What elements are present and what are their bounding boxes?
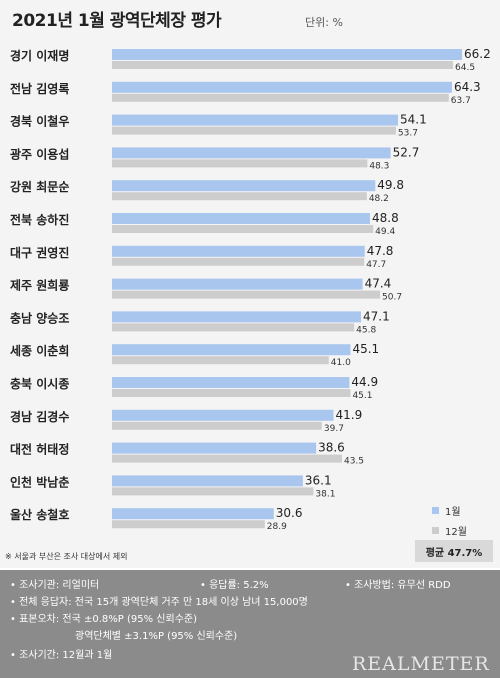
info-period: • 조사기간: 12월과 1월 [10, 650, 113, 661]
bar-dec [112, 454, 342, 463]
footnote: ※ 서울과 부산은 조사 대상에서 제외 [5, 552, 128, 561]
bar-dec [112, 192, 367, 201]
bar-dec [112, 126, 396, 135]
value-label-jan: 36.1 [305, 473, 332, 487]
info-response-rate: • 응답률: 5.2% [200, 580, 269, 591]
category-label: 전남 김영록 [10, 81, 69, 96]
bar-jan [112, 409, 334, 421]
value-label-jan: 47.8 [367, 244, 394, 258]
value-label-dec: 45.1 [352, 391, 372, 401]
category-label: 경남 김경수 [10, 409, 69, 424]
legend-label-dec: 12월 [445, 526, 467, 538]
category-label: 제주 원희룡 [10, 278, 69, 293]
bar-chart: 경기 이재명 66.2 64.5 전남 김영록 64.3 63.7 경북 이철우 54.1 53… [10, 47, 491, 532]
chart-title: 2021년 1월 광역단체장 평가 [12, 11, 222, 31]
bar-jan [112, 81, 452, 93]
category-label: 울산 송철호 [10, 507, 69, 522]
bar-dec [112, 356, 329, 365]
survey-info-panel: • 조사기관: 리얼미터 • 응답률: 5.2% • 조사방법: 유무선 RDD… [0, 570, 500, 678]
bar-jan [112, 114, 399, 126]
bar-jan [112, 508, 274, 520]
legend-swatch-dec [432, 526, 439, 534]
category-label: 경북 이철우 [10, 114, 69, 129]
value-label-jan: 64.3 [454, 80, 481, 94]
value-label-dec: 41.0 [331, 358, 351, 368]
legend-item-jan: 1월 [432, 500, 492, 520]
average-box: 평균 47.7% [415, 540, 493, 562]
value-label-dec: 39.7 [324, 424, 344, 434]
bar-jan [112, 278, 363, 290]
legend-swatch-jan [432, 506, 439, 514]
legend: 1월 12월 [432, 500, 492, 540]
legend-item-dec: 12월 [432, 520, 492, 540]
category-label: 인천 박남춘 [10, 474, 69, 489]
value-label-jan: 44.9 [351, 375, 378, 389]
bar-jan [112, 344, 351, 356]
value-label-dec: 43.5 [344, 457, 364, 467]
chart-panel: 2021년 1월 광역단체장 평가 단위: % 경기 이재명 66.2 64.5 전남… [0, 0, 500, 568]
value-label-dec: 47.7 [366, 260, 386, 270]
bar-dec [112, 93, 449, 102]
value-label-dec: 50.7 [382, 293, 402, 303]
bar-dec [112, 389, 351, 397]
bar-jan [112, 442, 317, 454]
bar-dec [112, 323, 355, 332]
unit-label: 단위: % [305, 16, 343, 29]
bar-jan [112, 377, 350, 388]
bar-jan [112, 311, 362, 323]
info-respondents: • 전체 응답자: 전국 15개 광역단체 거주 만 18세 이상 남녀 15,… [10, 597, 308, 608]
value-label-dec: 38.1 [315, 489, 335, 499]
category-label: 광주 이용섭 [10, 146, 69, 161]
category-label: 전북 송하진 [10, 212, 69, 227]
bar-dec [112, 61, 454, 69]
info-agency: • 조사기관: 리얼미터 [10, 580, 100, 591]
bar-dec [112, 225, 374, 233]
category-label: 충남 양승조 [10, 310, 69, 325]
info-error-regional: 광역단체별 ±3.1%P (95% 신뢰수준) [75, 631, 238, 642]
bar-jan [112, 213, 371, 224]
category-label: 세종 이춘희 [10, 343, 69, 358]
brand-logo: REALMETER [352, 653, 490, 675]
category-label: 충북 이시종 [10, 376, 69, 391]
value-label-jan: 41.9 [336, 408, 363, 422]
bar-dec [112, 290, 381, 299]
value-label-jan: 47.4 [365, 277, 392, 291]
value-label-jan: 52.7 [393, 145, 420, 159]
value-label-dec: 49.4 [375, 227, 395, 237]
value-label-jan: 47.1 [363, 309, 390, 323]
bar-jan [112, 245, 365, 257]
category-label: 강원 최문순 [10, 179, 69, 194]
value-label-jan: 38.6 [318, 441, 345, 455]
bar-jan [112, 180, 376, 192]
bar-dec [112, 421, 322, 430]
category-label: 경기 이재명 [10, 48, 69, 63]
bar-jan [112, 475, 303, 487]
value-label-jan: 54.1 [400, 113, 427, 127]
info-error-national: • 표본오차: 전국 ±0.8%P (95% 신뢰수준) [10, 614, 198, 625]
bar-jan [112, 147, 391, 159]
value-label-dec: 63.7 [451, 96, 471, 106]
bar-dec [112, 257, 365, 266]
value-label-jan: 66.2 [464, 47, 491, 61]
category-label: 대구 권영진 [10, 245, 69, 260]
info-method: • 조사방법: 유무선 RDD [345, 580, 451, 591]
bar-dec [112, 487, 314, 496]
bar-dec [112, 159, 368, 168]
value-label-dec: 45.8 [356, 325, 376, 335]
value-label-dec: 53.7 [398, 129, 418, 139]
value-label-jan: 49.8 [377, 178, 404, 192]
value-label-dec: 48.2 [369, 194, 389, 204]
bar-jan [112, 49, 462, 60]
category-label: 대전 허태정 [10, 442, 69, 457]
value-label-dec: 48.3 [369, 161, 389, 171]
bar-dec [112, 520, 265, 529]
value-label-jan: 45.1 [352, 342, 379, 356]
value-label-dec: 28.9 [267, 522, 287, 532]
value-label-jan: 30.6 [276, 506, 303, 520]
legend-label-jan: 1월 [445, 506, 461, 518]
value-label-jan: 48.8 [372, 211, 399, 225]
value-label-dec: 64.5 [455, 63, 475, 73]
